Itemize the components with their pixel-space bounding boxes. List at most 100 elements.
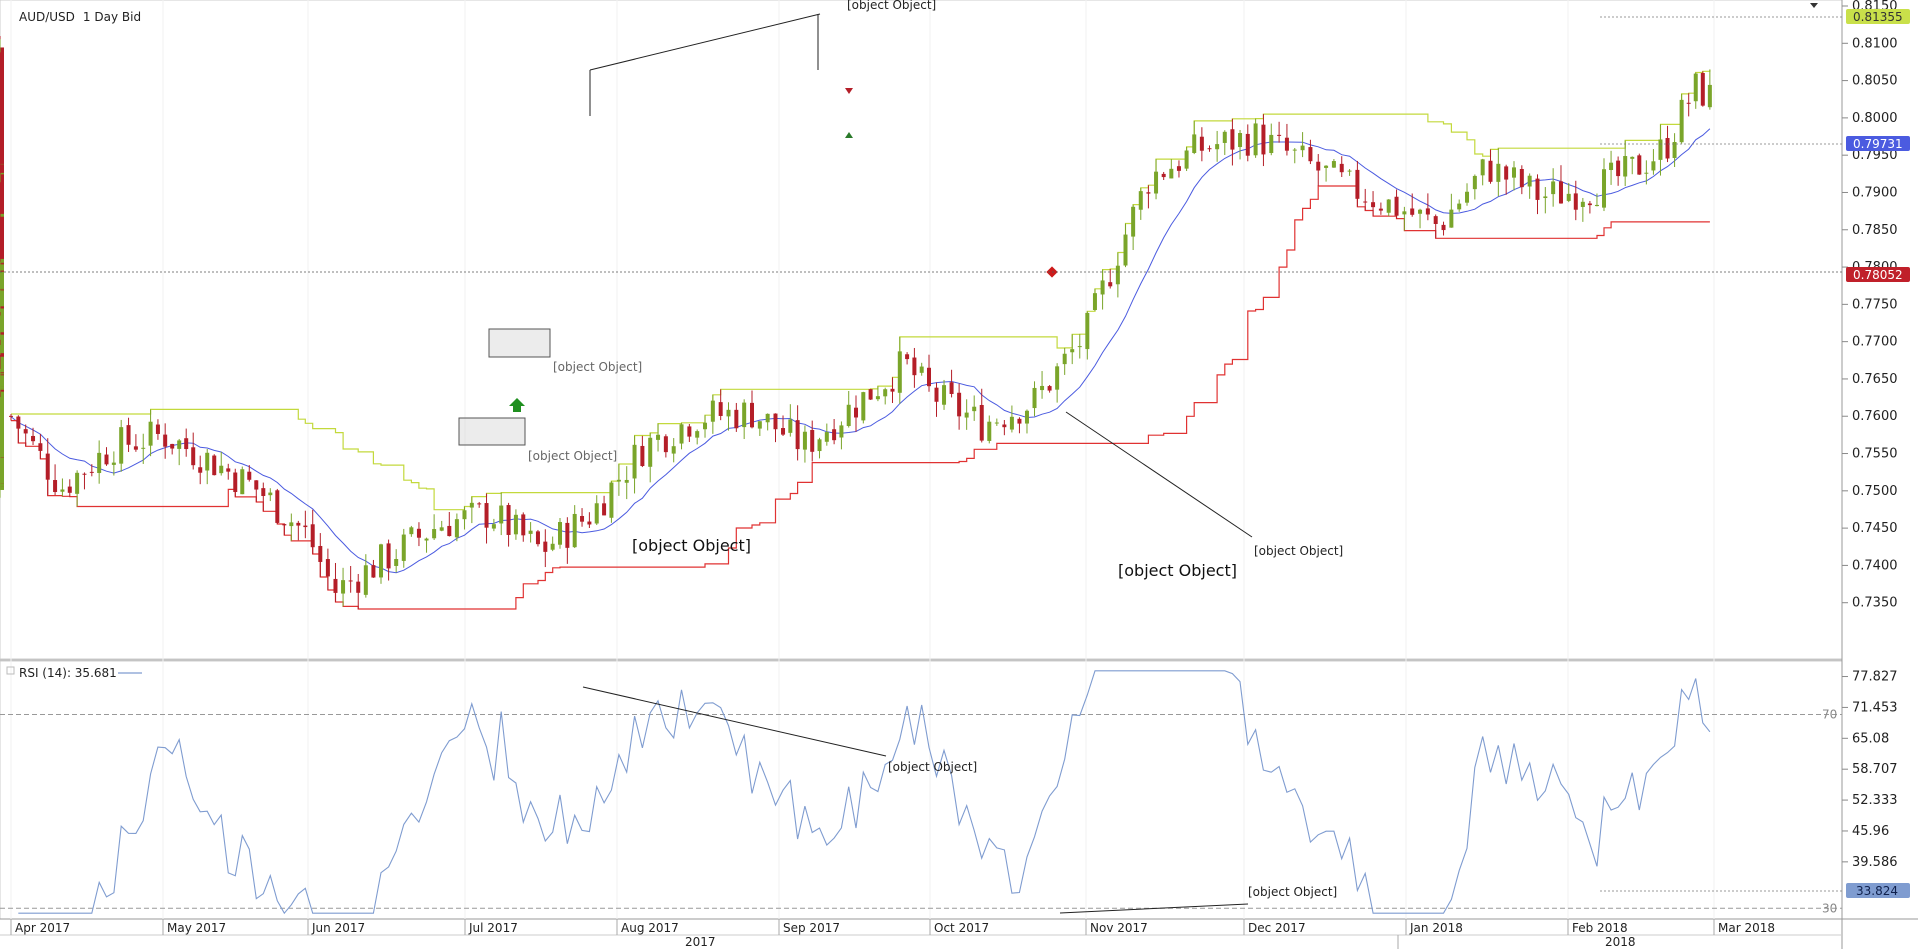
rsi-annotation: [object Object] [1248, 885, 1337, 899]
candle-body [1394, 196, 1399, 216]
candle-body [919, 366, 924, 373]
candle-body [1566, 193, 1571, 201]
chart-annotation: [object Object] [1118, 561, 1237, 580]
candle-body [0, 260, 4, 263]
candle-body [1371, 202, 1376, 208]
chevron-down-icon[interactable] [1810, 3, 1818, 8]
candle-body [1245, 133, 1250, 156]
price-tick-label: 0.7350 [1852, 596, 1898, 611]
candle-body [0, 341, 4, 354]
candle-body [1017, 418, 1022, 424]
candle-body [817, 439, 822, 452]
rsi-series: 70 30 [object Object] [object Object] [0, 670, 1842, 915]
candle-body [964, 412, 969, 418]
price-tick-label: 0.7600 [1852, 409, 1898, 424]
candle-body [1055, 366, 1060, 390]
candle-body [111, 462, 116, 465]
candle-body [1077, 346, 1082, 348]
candle-body [1527, 175, 1532, 187]
candle-body [1024, 410, 1029, 424]
candle-body [1331, 161, 1336, 168]
candle-body [1131, 206, 1136, 237]
candle-body [1300, 145, 1305, 151]
candle-body [1558, 181, 1563, 204]
candle-body [1070, 349, 1075, 353]
candle-body [1580, 201, 1585, 207]
candle-body [594, 503, 599, 524]
candle-body [0, 90, 4, 117]
rsi-toggle-checkbox[interactable] [6, 666, 15, 675]
price-tick-label: 0.7450 [1852, 521, 1898, 536]
candle-body [469, 502, 474, 508]
candle-body [170, 443, 175, 449]
candle-body [718, 402, 723, 416]
candle-body [1154, 171, 1159, 194]
candle-body [104, 454, 109, 465]
chart-title: AUD/USD 1 Day Bid [19, 10, 141, 24]
candle-body [1707, 84, 1712, 108]
candle-body [742, 402, 747, 428]
candle-body [854, 407, 859, 418]
candle-body [1192, 134, 1197, 153]
candle-body [972, 406, 977, 412]
candle-body [890, 388, 895, 392]
candle-body [905, 354, 910, 360]
candle-body [0, 47, 4, 55]
candle-body [1108, 282, 1113, 287]
rsi-tick-label: 39.586 [1852, 855, 1898, 870]
rsi-value-label: 33.824 [1856, 884, 1898, 898]
candle-body [616, 479, 621, 482]
rsi-value-tag [1846, 883, 1910, 898]
candle-body [1644, 172, 1649, 174]
candle-body [447, 525, 452, 537]
price-tick-label: 0.7550 [1852, 447, 1898, 462]
candle-body [824, 432, 829, 442]
candle-body [89, 471, 94, 473]
year-label: 2018 [1605, 935, 1636, 949]
candle-body [1658, 139, 1663, 160]
candle-body [1230, 129, 1235, 150]
price-tick-label: 0.7950 [1852, 148, 1898, 163]
price-tick-label: 0.8000 [1852, 111, 1898, 126]
candle-body [198, 467, 203, 473]
candle-body [1609, 162, 1614, 171]
price-tick-label: 0.7850 [1852, 223, 1898, 238]
candle-body [1496, 163, 1501, 182]
candle-body [1092, 293, 1097, 311]
candle-body [219, 465, 224, 474]
candle-body [513, 514, 518, 535]
candle-body [1616, 160, 1621, 177]
candle-body [289, 522, 294, 527]
candle-body [1215, 144, 1220, 150]
price-tag-label: 0.81355 [1853, 10, 1903, 24]
candle-body [1472, 175, 1477, 190]
chart-annotation: [object Object] [1254, 544, 1343, 558]
candle-body [247, 471, 252, 480]
candle-body [934, 387, 939, 402]
candle-body [656, 434, 661, 440]
price-panel[interactable] [0, 0, 1843, 660]
candle-body [53, 480, 58, 493]
candle-body [261, 488, 266, 496]
candle-body [1441, 224, 1446, 231]
candle-body [356, 581, 361, 593]
price-tag [1846, 136, 1910, 151]
bullish-trendline [1065, 411, 1253, 538]
candle-body [484, 503, 489, 528]
candle-body [371, 565, 376, 578]
candle-body [572, 513, 577, 548]
candle-body [177, 440, 182, 449]
candle-body [781, 428, 786, 435]
candle-body [1292, 149, 1297, 151]
price-tick-label: 0.7900 [1852, 185, 1898, 200]
rsi-axis: 77.827 71.453 65.08 58.707 52.333 45.96 39.586… [1842, 670, 1910, 898]
rsi-legend-label: RSI (14): 35.681 [19, 666, 117, 680]
candle-body [1123, 234, 1128, 266]
candle-body [1062, 353, 1067, 365]
chart-annotation: [object Object] [632, 536, 751, 555]
candle-body [0, 434, 4, 458]
candle-body [462, 510, 467, 520]
candle-body [1324, 165, 1329, 168]
candle-body [379, 544, 384, 578]
